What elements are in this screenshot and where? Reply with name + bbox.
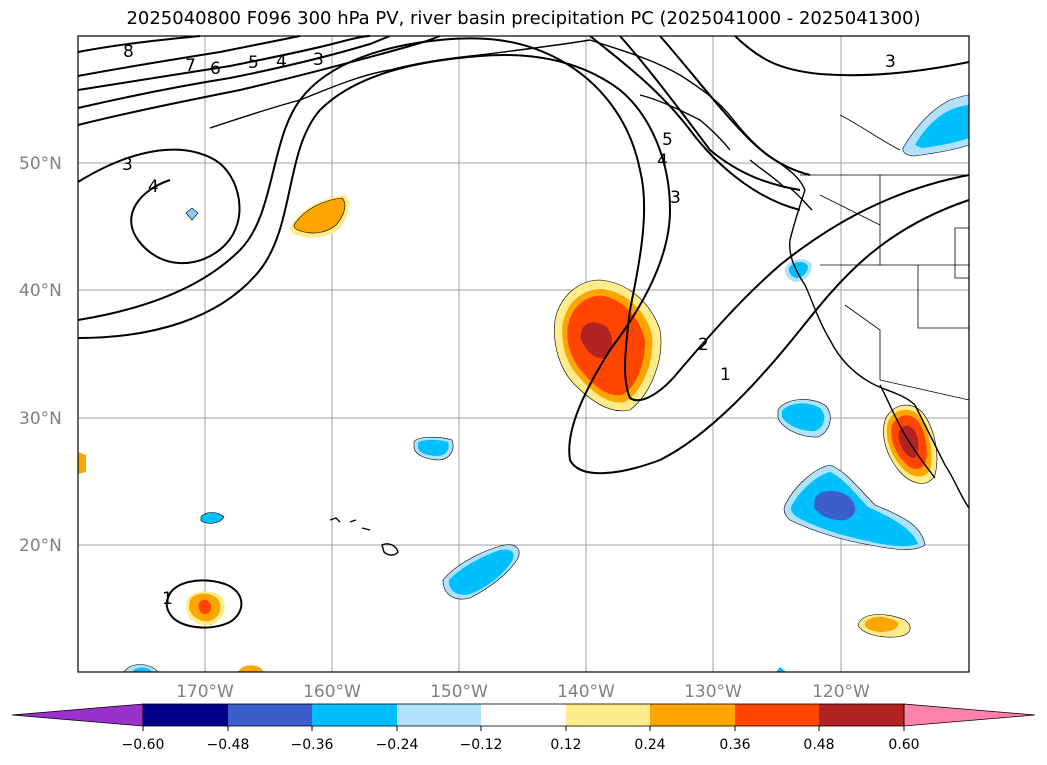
colorbar-extend-high [903, 703, 1036, 727]
colorbar-tick-label: 0.48 [803, 737, 834, 753]
pv-label: 5 [248, 53, 259, 73]
pv-label: 3 [885, 52, 896, 72]
colorbar-segment [735, 704, 819, 726]
colorbar-segment [481, 704, 566, 726]
pv-label: 6 [210, 59, 221, 79]
colorbar-segment [228, 704, 312, 726]
lat-label-20n: 20°N [19, 536, 62, 556]
pv-label: 3 [670, 188, 681, 208]
lon-label-160w: 160°W [303, 682, 361, 702]
coastlines [209, 39, 970, 556]
colorbar-tick-label: −0.60 [122, 737, 165, 753]
colorbar-tick-label: −0.24 [376, 737, 419, 753]
lon-label-150w: 150°W [430, 682, 488, 702]
pv-label: 1 [162, 589, 173, 609]
lon-label-120w: 120°W [812, 682, 870, 702]
colorbar-tick-label: −0.36 [291, 737, 334, 753]
pv-contour-labels: 8 7 6 5 4 3 3 4 3 5 4 3 2 1 1 [122, 42, 896, 609]
colorbar-tick-label: −0.48 [207, 737, 250, 753]
colorbar-tick-label: 0.24 [634, 737, 665, 753]
colorbar-segment [650, 704, 735, 726]
colorbar-segment [566, 704, 650, 726]
colorbar-tick-label: 0.36 [719, 737, 750, 753]
latitude-labels: 50°N 40°N 30°N 20°N [19, 154, 62, 556]
lon-label-130w: 130°W [684, 682, 742, 702]
colorbar: −0.60 −0.48 −0.36 −0.24 −0.12 0.12 0.24 … [11, 703, 1036, 753]
colorbar-tick-label: 0.12 [550, 737, 581, 753]
pv-label: 5 [662, 130, 673, 150]
colorbar-segment [143, 704, 228, 726]
map-title: 2025040800 F096 300 hPa PV, river basin … [126, 8, 921, 29]
colorbar-segment [312, 704, 397, 726]
lat-label-30n: 30°N [19, 409, 62, 429]
colorbar-tick-label: −0.12 [460, 737, 503, 753]
pv-contours [77, 35, 970, 629]
pv-label: 4 [657, 151, 668, 171]
pv-label: 3 [313, 50, 324, 70]
pv-label: 8 [123, 42, 134, 62]
pv-label: 1 [720, 365, 731, 385]
lon-label-140w: 140°W [557, 682, 615, 702]
pv-label: 7 [185, 56, 196, 76]
longitude-labels: 170°W 160°W 150°W 140°W 130°W 120°W [176, 682, 870, 702]
state-borders [800, 114, 970, 401]
lon-label-170w: 170°W [176, 682, 234, 702]
colorbar-segment [397, 704, 481, 726]
colorbar-tick-label: 0.60 [888, 737, 919, 753]
pv-label: 4 [148, 177, 159, 197]
colorbar-segment [819, 704, 904, 726]
pv-label: 2 [698, 335, 709, 355]
map-panel: 8 7 6 5 4 3 3 4 3 5 4 3 2 1 1 [77, 35, 970, 673]
lat-label-50n: 50°N [19, 154, 62, 174]
pv-label: 4 [276, 52, 287, 72]
colorbar-extend-low [11, 703, 144, 727]
pv-label: 3 [122, 155, 133, 175]
lat-label-40n: 40°N [19, 281, 62, 301]
